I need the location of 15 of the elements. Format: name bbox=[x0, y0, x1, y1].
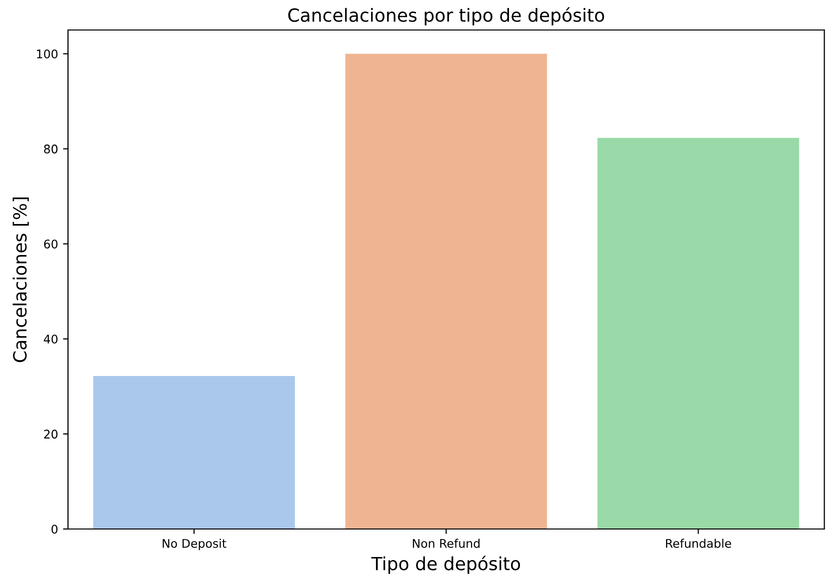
bar bbox=[345, 54, 548, 529]
y-tick-label: 40 bbox=[44, 334, 58, 344]
chart-title: Cancelaciones por tipo de depósito bbox=[288, 7, 604, 26]
x-tick-label: No Deposit bbox=[162, 538, 226, 550]
y-tick-label: 20 bbox=[44, 430, 58, 439]
y-tick-label: 100 bbox=[37, 49, 58, 58]
y-axis-title: Cancelaciones [%] bbox=[12, 197, 29, 362]
x-axis-title: Tipo de depósito bbox=[371, 556, 520, 574]
x-tick-label: Non Refund bbox=[412, 538, 480, 548]
y-tick-label: 80 bbox=[44, 144, 58, 154]
y-tick-label: 60 bbox=[44, 240, 58, 249]
x-tick-label: Refundable bbox=[666, 538, 732, 548]
bar bbox=[597, 138, 800, 529]
y-tick-label: 0 bbox=[52, 524, 58, 534]
bar bbox=[93, 376, 295, 529]
